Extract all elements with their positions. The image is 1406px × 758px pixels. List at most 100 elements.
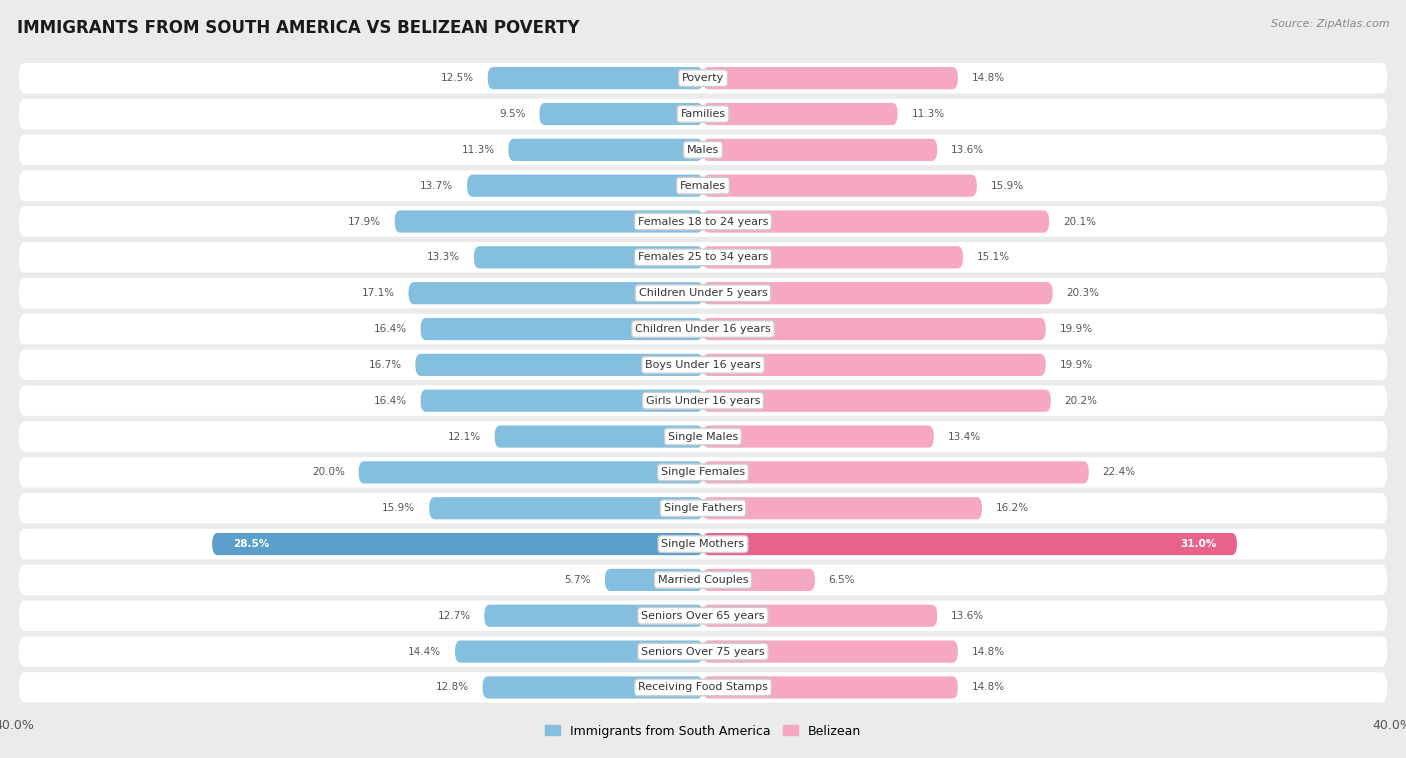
FancyBboxPatch shape [18,63,1388,93]
Text: Seniors Over 65 years: Seniors Over 65 years [641,611,765,621]
FancyBboxPatch shape [703,246,963,268]
Text: Single Females: Single Females [661,468,745,478]
FancyBboxPatch shape [703,390,1050,412]
Text: 16.7%: 16.7% [368,360,402,370]
Text: 15.9%: 15.9% [991,180,1024,191]
Text: Males: Males [688,145,718,155]
Text: Poverty: Poverty [682,74,724,83]
Text: Source: ZipAtlas.com: Source: ZipAtlas.com [1271,19,1389,29]
Text: 15.1%: 15.1% [977,252,1010,262]
FancyBboxPatch shape [703,67,957,89]
Text: 16.4%: 16.4% [374,324,406,334]
FancyBboxPatch shape [703,318,1046,340]
FancyBboxPatch shape [703,103,897,125]
Text: 14.8%: 14.8% [972,647,1005,656]
Text: 12.1%: 12.1% [447,431,481,442]
Text: 5.7%: 5.7% [565,575,591,585]
Text: Single Fathers: Single Fathers [664,503,742,513]
FancyBboxPatch shape [18,99,1388,129]
Text: Single Mothers: Single Mothers [661,539,745,549]
Text: Single Males: Single Males [668,431,738,442]
Text: 20.3%: 20.3% [1066,288,1099,298]
FancyBboxPatch shape [488,67,703,89]
Text: 13.7%: 13.7% [420,180,453,191]
Text: 13.3%: 13.3% [427,252,460,262]
FancyBboxPatch shape [703,462,1088,484]
FancyBboxPatch shape [409,282,703,304]
FancyBboxPatch shape [415,354,703,376]
Text: 31.0%: 31.0% [1180,539,1216,549]
FancyBboxPatch shape [18,493,1388,524]
FancyBboxPatch shape [18,637,1388,667]
Text: 13.6%: 13.6% [950,611,984,621]
FancyBboxPatch shape [429,497,703,519]
FancyBboxPatch shape [18,672,1388,703]
FancyBboxPatch shape [18,171,1388,201]
Text: Boys Under 16 years: Boys Under 16 years [645,360,761,370]
FancyBboxPatch shape [703,139,938,161]
FancyBboxPatch shape [18,242,1388,273]
FancyBboxPatch shape [18,529,1388,559]
Text: Girls Under 16 years: Girls Under 16 years [645,396,761,406]
FancyBboxPatch shape [703,354,1046,376]
FancyBboxPatch shape [703,425,934,448]
Text: 19.9%: 19.9% [1060,324,1092,334]
FancyBboxPatch shape [18,600,1388,631]
FancyBboxPatch shape [509,139,703,161]
Text: 14.8%: 14.8% [972,682,1005,692]
Text: 17.9%: 17.9% [347,217,381,227]
FancyBboxPatch shape [18,206,1388,236]
FancyBboxPatch shape [482,676,703,699]
FancyBboxPatch shape [18,457,1388,487]
FancyBboxPatch shape [703,676,957,699]
Text: 12.5%: 12.5% [441,74,474,83]
Text: 20.0%: 20.0% [312,468,344,478]
FancyBboxPatch shape [18,278,1388,309]
FancyBboxPatch shape [703,605,938,627]
FancyBboxPatch shape [18,135,1388,165]
Legend: Immigrants from South America, Belizean: Immigrants from South America, Belizean [540,719,866,743]
FancyBboxPatch shape [395,211,703,233]
Text: Receiving Food Stamps: Receiving Food Stamps [638,682,768,692]
FancyBboxPatch shape [18,314,1388,344]
FancyBboxPatch shape [474,246,703,268]
Text: 13.4%: 13.4% [948,431,981,442]
FancyBboxPatch shape [456,641,703,662]
Text: 17.1%: 17.1% [361,288,395,298]
Text: 12.8%: 12.8% [436,682,468,692]
FancyBboxPatch shape [359,462,703,484]
Text: 12.7%: 12.7% [437,611,471,621]
Text: 11.3%: 11.3% [911,109,945,119]
Text: Females: Females [681,180,725,191]
Text: 16.2%: 16.2% [995,503,1029,513]
FancyBboxPatch shape [420,318,703,340]
FancyBboxPatch shape [467,174,703,197]
FancyBboxPatch shape [420,390,703,412]
FancyBboxPatch shape [703,533,1237,555]
Text: 20.1%: 20.1% [1063,217,1095,227]
Text: 16.4%: 16.4% [374,396,406,406]
Text: 14.8%: 14.8% [972,74,1005,83]
Text: 20.2%: 20.2% [1064,396,1098,406]
Text: Seniors Over 75 years: Seniors Over 75 years [641,647,765,656]
Text: 28.5%: 28.5% [233,539,269,549]
Text: IMMIGRANTS FROM SOUTH AMERICA VS BELIZEAN POVERTY: IMMIGRANTS FROM SOUTH AMERICA VS BELIZEA… [17,19,579,37]
FancyBboxPatch shape [18,421,1388,452]
FancyBboxPatch shape [18,349,1388,380]
Text: Females 25 to 34 years: Females 25 to 34 years [638,252,768,262]
Text: Married Couples: Married Couples [658,575,748,585]
Text: Females 18 to 24 years: Females 18 to 24 years [638,217,768,227]
Text: Children Under 16 years: Children Under 16 years [636,324,770,334]
FancyBboxPatch shape [703,211,1049,233]
FancyBboxPatch shape [212,533,703,555]
FancyBboxPatch shape [703,497,981,519]
FancyBboxPatch shape [18,565,1388,595]
Text: 19.9%: 19.9% [1060,360,1092,370]
FancyBboxPatch shape [18,386,1388,416]
FancyBboxPatch shape [703,568,815,591]
Text: 13.6%: 13.6% [950,145,984,155]
Text: 14.4%: 14.4% [408,647,441,656]
Text: 11.3%: 11.3% [461,145,495,155]
FancyBboxPatch shape [703,174,977,197]
FancyBboxPatch shape [540,103,703,125]
